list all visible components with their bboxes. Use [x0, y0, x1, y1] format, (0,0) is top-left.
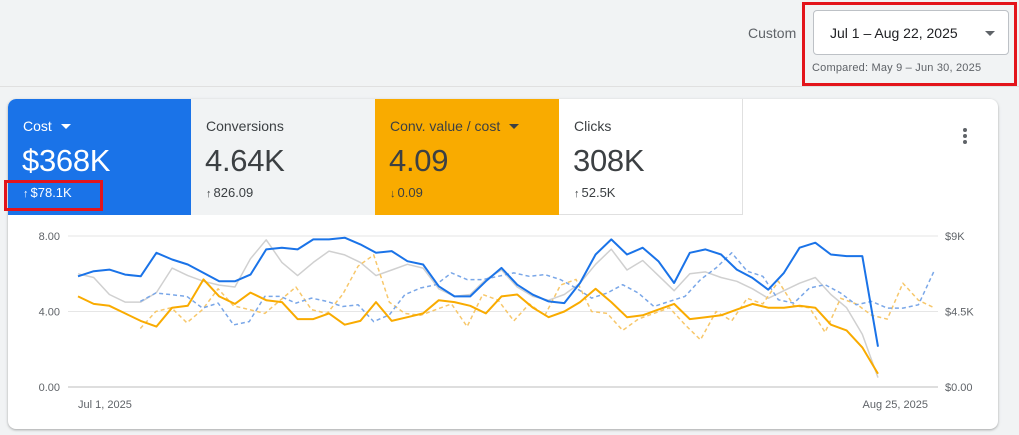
- y-tick-label-right: $0.00: [945, 382, 973, 394]
- tile-cost-value: $368K: [22, 143, 111, 178]
- tile-conv-value-cost[interactable]: Conv. value / cost 4.09 ↓ 0.09: [375, 99, 559, 215]
- comparison-range-text: Compared: May 9 – Jun 30, 2025: [812, 62, 982, 74]
- date-range-dropdown[interactable]: Jul 1 – Aug 22, 2025: [813, 10, 1009, 55]
- tile-cost-label: Cost: [23, 118, 52, 134]
- chevron-down-icon[interactable]: [60, 124, 71, 129]
- performance-card: Cost $368K ↑ $78.1K Conversions 4.64K ↑ 82…: [8, 99, 998, 429]
- y-tick-label-right: $4.5K: [945, 307, 974, 319]
- tile-conversions-label: Conversions: [206, 118, 284, 134]
- tile-clicks-label: Clicks: [574, 118, 612, 134]
- chevron-down-icon: [985, 31, 995, 36]
- tile-cost[interactable]: Cost $368K ↑ $78.1K: [8, 99, 191, 215]
- y-tick-label-left: 8.00: [39, 231, 60, 243]
- y-tick-label-right: $9K: [945, 231, 965, 243]
- series-line-cv: [77, 278, 879, 375]
- highlight-box: [4, 180, 103, 211]
- arrow-up-icon: ↑: [206, 188, 212, 200]
- tile-cv-delta: 0.09: [397, 185, 423, 200]
- series-line-cost_prev: [139, 252, 935, 326]
- arrow-up-icon: ↑: [574, 188, 580, 200]
- arrow-up-icon: ↑: [23, 188, 29, 200]
- more-options-icon[interactable]: [960, 127, 970, 147]
- top-bar: Custom Jul 1 – Aug 22, 2025 Compared: Ma…: [0, 0, 1019, 87]
- tile-clicks-delta: 52.5K: [581, 185, 616, 200]
- tile-conversions[interactable]: Conversions 4.64K ↑ 826.09: [191, 99, 375, 215]
- tile-conversions-delta: 826.09: [213, 185, 254, 200]
- x-tick-label: Aug 25, 2025: [863, 399, 928, 411]
- series-line-conv: [77, 239, 879, 378]
- chevron-down-icon[interactable]: [509, 124, 520, 129]
- date-range-text: Jul 1 – Aug 22, 2025: [830, 25, 958, 41]
- y-tick-label-left: 0.00: [39, 382, 60, 394]
- x-tick-label: Jul 1, 2025: [78, 399, 132, 411]
- highlight-box: [802, 2, 1017, 86]
- custom-range-label: Custom: [748, 25, 797, 41]
- series-line-cost: [77, 236, 879, 347]
- arrow-down-icon: ↓: [390, 188, 396, 200]
- tile-cv-label: Conv. value / cost: [390, 118, 501, 134]
- tile-conversions-value: 4.64K: [205, 143, 285, 178]
- line-chart: 0.00 $0.00 4.00 $4.5K 8.00 $9K Jul 1, 2025 Aug …: [39, 231, 975, 411]
- tile-clicks-value: 308K: [573, 143, 645, 178]
- tile-cv-value: 4.09: [389, 143, 449, 178]
- y-tick-label-left: 4.00: [39, 307, 60, 319]
- tile-cost-delta: $78.1K: [30, 185, 72, 200]
- tile-clicks[interactable]: Clicks 308K ↑ 52.5K: [559, 99, 743, 215]
